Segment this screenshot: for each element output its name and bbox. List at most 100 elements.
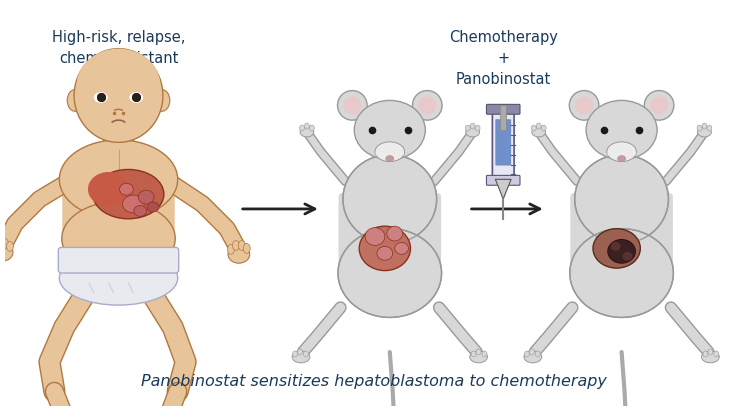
Ellipse shape [466, 128, 479, 137]
Ellipse shape [702, 124, 707, 130]
Ellipse shape [708, 349, 713, 355]
Ellipse shape [399, 152, 404, 156]
Ellipse shape [697, 126, 702, 132]
Ellipse shape [300, 128, 314, 137]
FancyBboxPatch shape [58, 248, 179, 273]
Ellipse shape [607, 142, 637, 162]
Text: High-risk, relapse,
chemo-resistant
patients: High-risk, relapse, chemo-resistant pati… [52, 30, 186, 87]
Ellipse shape [608, 240, 635, 263]
Ellipse shape [0, 244, 13, 262]
Ellipse shape [134, 206, 147, 217]
Ellipse shape [239, 241, 245, 251]
Ellipse shape [138, 191, 154, 204]
Ellipse shape [470, 351, 488, 363]
Ellipse shape [530, 349, 534, 355]
Ellipse shape [702, 351, 720, 363]
Text: Chemotherapy
+
Panobinostat: Chemotherapy + Panobinostat [449, 30, 558, 87]
Ellipse shape [365, 228, 385, 246]
Ellipse shape [129, 93, 143, 103]
Ellipse shape [395, 243, 408, 255]
Ellipse shape [622, 252, 633, 261]
Ellipse shape [94, 93, 108, 103]
Ellipse shape [703, 351, 708, 357]
Ellipse shape [524, 351, 530, 357]
Ellipse shape [227, 245, 234, 255]
Ellipse shape [88, 173, 129, 207]
Ellipse shape [67, 90, 83, 112]
Ellipse shape [618, 156, 625, 162]
Ellipse shape [59, 251, 178, 306]
Ellipse shape [482, 351, 487, 357]
Ellipse shape [338, 229, 441, 318]
Ellipse shape [292, 351, 298, 357]
Ellipse shape [93, 170, 164, 219]
Ellipse shape [607, 152, 612, 156]
Ellipse shape [418, 97, 436, 115]
Ellipse shape [375, 152, 381, 156]
Ellipse shape [1, 239, 8, 249]
Ellipse shape [76, 49, 160, 124]
FancyBboxPatch shape [492, 110, 514, 181]
Ellipse shape [147, 202, 159, 212]
Ellipse shape [0, 239, 2, 249]
Ellipse shape [228, 246, 250, 263]
Ellipse shape [471, 351, 476, 357]
Ellipse shape [233, 241, 239, 251]
Ellipse shape [243, 244, 250, 254]
FancyBboxPatch shape [570, 194, 673, 280]
Ellipse shape [631, 152, 636, 156]
Ellipse shape [120, 184, 133, 196]
FancyBboxPatch shape [486, 105, 520, 115]
Ellipse shape [570, 229, 673, 318]
Ellipse shape [359, 227, 411, 271]
Ellipse shape [310, 126, 314, 132]
FancyBboxPatch shape [339, 194, 441, 280]
Ellipse shape [644, 91, 674, 121]
Ellipse shape [304, 351, 308, 357]
Ellipse shape [650, 97, 668, 115]
FancyBboxPatch shape [486, 176, 520, 186]
Ellipse shape [337, 91, 367, 121]
FancyBboxPatch shape [62, 173, 175, 244]
Ellipse shape [698, 128, 711, 137]
Ellipse shape [575, 97, 593, 115]
Ellipse shape [386, 156, 393, 162]
Ellipse shape [299, 126, 304, 132]
Ellipse shape [7, 242, 13, 252]
Ellipse shape [412, 91, 442, 121]
Ellipse shape [343, 155, 437, 244]
Ellipse shape [123, 196, 144, 213]
Ellipse shape [59, 141, 178, 219]
Ellipse shape [475, 126, 480, 132]
Ellipse shape [542, 126, 546, 132]
Ellipse shape [375, 142, 405, 162]
Ellipse shape [74, 49, 163, 143]
Ellipse shape [343, 97, 361, 115]
Ellipse shape [531, 126, 536, 132]
Ellipse shape [377, 247, 393, 261]
Ellipse shape [304, 124, 310, 130]
Ellipse shape [298, 349, 302, 355]
FancyBboxPatch shape [495, 120, 511, 166]
Ellipse shape [387, 227, 402, 241]
Ellipse shape [154, 90, 170, 112]
Text: Panobinostat sensitizes hepatoblastoma to chemotherapy: Panobinostat sensitizes hepatoblastoma t… [141, 373, 607, 389]
Polygon shape [495, 180, 511, 200]
Ellipse shape [532, 128, 545, 137]
Ellipse shape [574, 155, 669, 244]
Ellipse shape [586, 101, 657, 160]
Ellipse shape [524, 351, 542, 363]
Ellipse shape [714, 351, 719, 357]
Ellipse shape [465, 126, 470, 132]
Ellipse shape [536, 124, 542, 130]
Ellipse shape [707, 126, 712, 132]
Ellipse shape [611, 243, 621, 251]
Ellipse shape [536, 351, 540, 357]
Ellipse shape [593, 229, 640, 268]
Ellipse shape [292, 351, 310, 363]
Ellipse shape [476, 349, 481, 355]
FancyBboxPatch shape [102, 141, 135, 166]
Ellipse shape [355, 101, 426, 160]
FancyBboxPatch shape [500, 106, 506, 131]
Ellipse shape [62, 202, 175, 276]
